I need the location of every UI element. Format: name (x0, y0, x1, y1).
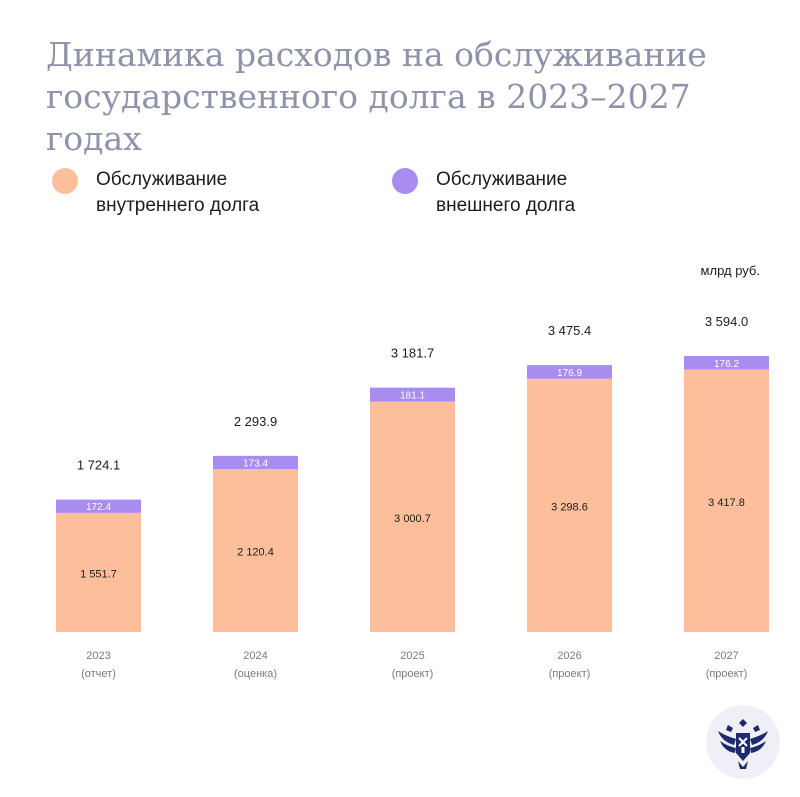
legend-swatch-domestic (52, 168, 78, 194)
x-tick-label-2027: 2027 (714, 650, 738, 662)
x-tick-note-2027: (проект) (706, 668, 748, 680)
x-tick-label-2025: 2025 (400, 650, 424, 662)
legend-label-domestic: Обслуживание внутреннего долга (96, 169, 260, 216)
bar-segment-external-2027 (684, 356, 769, 370)
x-tick-label-2026: 2026 (557, 650, 581, 662)
bar-value-label-external-2024: 173.4 (243, 459, 268, 470)
legend-label-external: Обслуживание внешнего долга (436, 169, 576, 216)
unit-label: млрд руб. (701, 263, 760, 278)
bar-total-label-2024: 2 293.9 (234, 414, 277, 429)
x-tick-note-2024: (оценка) (234, 668, 277, 680)
bar-value-label-domestic-2023: 1 551.7 (80, 568, 117, 580)
bar-value-label-external-2025: 181.1 (400, 391, 425, 402)
bar-segment-domestic-2026 (527, 378, 612, 632)
bar-total-label-2023: 1 724.1 (77, 458, 120, 473)
bar-total-label-2027: 3 594.0 (705, 314, 748, 329)
bar-value-label-domestic-2024: 2 120.4 (237, 547, 274, 559)
bar-segment-domestic-2027 (684, 369, 769, 632)
double-headed-eagle-emblem (718, 719, 768, 769)
x-tick-note-2023: (отчет) (81, 668, 116, 680)
legend-swatch-external (392, 168, 418, 194)
legend-item-external: Обслуживание внешнего долга (392, 167, 656, 219)
bar-segment-domestic-2025 (370, 401, 455, 632)
chart-title: Динамика расходов на обслуживание госуда… (46, 35, 707, 158)
bar-value-label-domestic-2025: 3 000.7 (394, 513, 431, 525)
bar-value-label-domestic-2026: 3 298.6 (551, 501, 588, 513)
bar-value-label-external-2023: 172.4 (86, 502, 111, 513)
x-tick-note-2026: (проект) (549, 668, 591, 680)
emblem-logo (706, 705, 780, 779)
legend-item-domestic: Обслуживание внутреннего долга (52, 167, 316, 219)
bar-segment-domestic-2024 (213, 469, 298, 632)
x-tick-label-2024: 2024 (243, 650, 267, 662)
x-tick-label-2023: 2023 (86, 650, 110, 662)
bar-total-label-2026: 3 475.4 (548, 323, 591, 338)
bar-segment-external-2026 (527, 365, 612, 379)
bar-segment-external-2024 (213, 455, 298, 470)
bar-value-label-external-2026: 176.9 (557, 368, 582, 379)
bar-total-label-2025: 3 181.7 (391, 346, 434, 361)
bar-value-label-domestic-2027: 3 417.8 (708, 497, 745, 509)
bar-value-label-external-2027: 176.2 (714, 359, 739, 370)
x-tick-note-2025: (проект) (392, 668, 434, 680)
bar-segment-external-2025 (370, 387, 455, 402)
bar-segment-domestic-2023 (56, 512, 141, 632)
bar-segment-external-2023 (56, 499, 141, 513)
